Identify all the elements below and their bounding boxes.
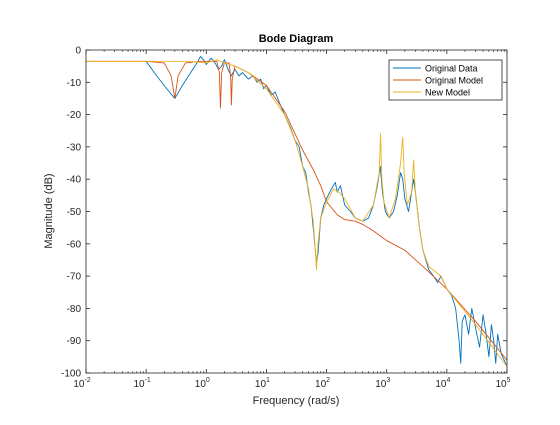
x-tick-label: 103 bbox=[375, 377, 390, 390]
y-tick-label: -90 bbox=[67, 336, 82, 347]
legend-label: Original Data bbox=[425, 64, 478, 74]
y-tick-label: -70 bbox=[67, 272, 82, 283]
y-tick-label: 0 bbox=[75, 46, 81, 57]
y-axis-label: Magnitude (dB) bbox=[43, 173, 55, 248]
plot-area bbox=[86, 50, 507, 373]
y-tick-label: -100 bbox=[61, 369, 81, 380]
legend-label: New Model bbox=[425, 88, 470, 98]
legend: Original Data Original Model New Model bbox=[388, 59, 503, 101]
x-axis-label: Frequency (rad/s) bbox=[253, 395, 340, 407]
chart-title: Bode Diagram bbox=[259, 33, 334, 45]
x-tick-label: 100 bbox=[195, 377, 210, 390]
y-tick-label: -80 bbox=[67, 304, 82, 315]
y-tick-label: -40 bbox=[67, 175, 82, 186]
y-tick-label: -50 bbox=[67, 207, 82, 218]
y-tick-label: -10 bbox=[67, 78, 82, 89]
x-tick-label: 104 bbox=[435, 377, 450, 390]
legend-label: Original Model bbox=[425, 76, 483, 86]
plot-frame bbox=[85, 49, 508, 374]
y-tick-label: -60 bbox=[67, 239, 82, 250]
series-line-2 bbox=[86, 59, 507, 367]
x-tick-label: 10-1 bbox=[133, 377, 150, 390]
x-tick-label: 10-2 bbox=[73, 377, 90, 390]
y-tick-label: -20 bbox=[67, 110, 82, 121]
x-tick-label: 101 bbox=[255, 377, 270, 390]
series-layer bbox=[86, 56, 507, 367]
y-tick-label: -30 bbox=[67, 142, 82, 153]
x-tick-label: 102 bbox=[315, 377, 330, 390]
x-tick-label: 105 bbox=[495, 377, 510, 390]
